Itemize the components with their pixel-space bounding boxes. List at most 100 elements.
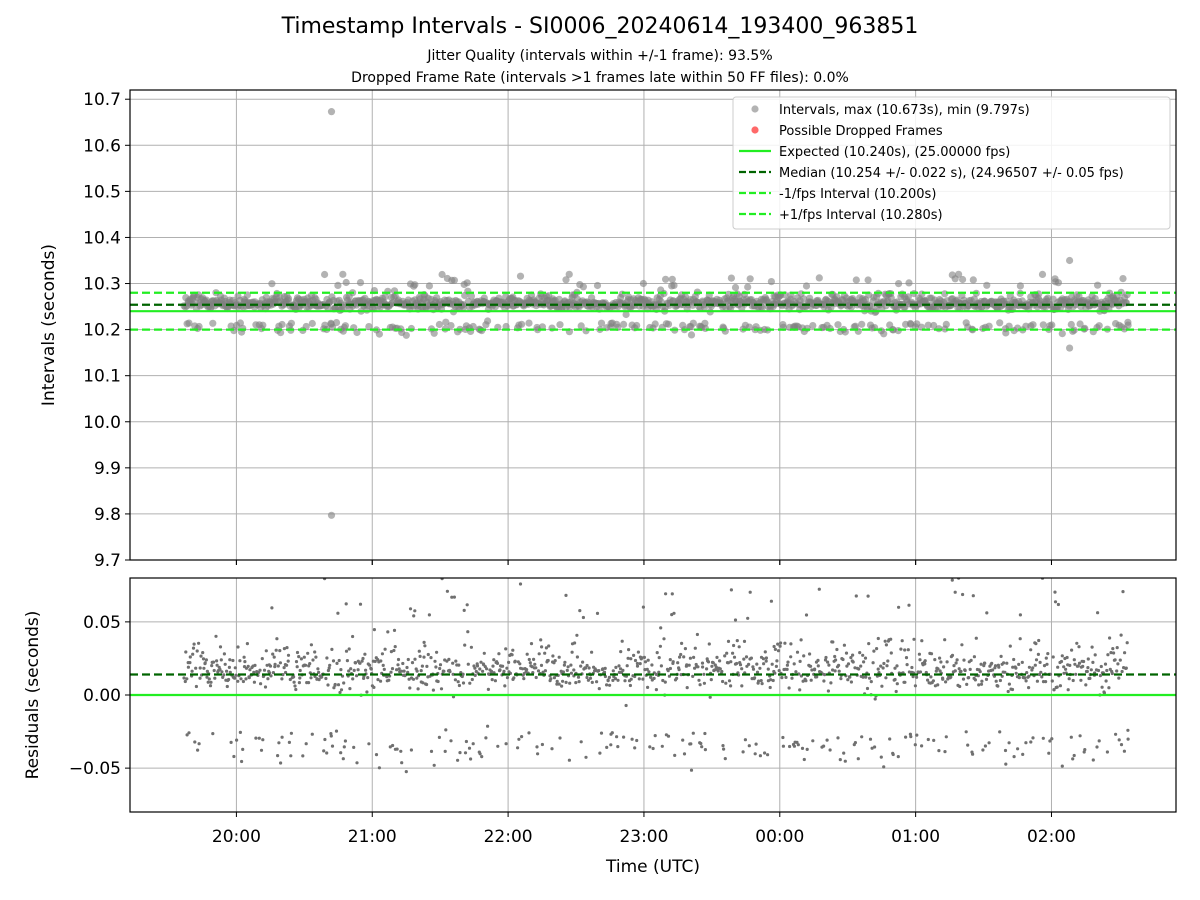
residual-point: [505, 666, 509, 670]
residual-point: [1111, 647, 1115, 651]
residual-point: [716, 669, 720, 673]
residual-point: [531, 671, 535, 675]
interval-point: [930, 321, 938, 330]
residual-point: [718, 659, 722, 663]
residual-point: [317, 670, 321, 675]
residual-point: [640, 656, 644, 660]
interval-point: [321, 270, 329, 279]
bot-x-tick-label-3: 23:00: [619, 827, 668, 847]
residual-point: [417, 649, 421, 653]
residual-point: [845, 664, 849, 668]
interval-point: [1124, 321, 1132, 329]
interval-outlier-3: [1065, 344, 1074, 352]
residual-point: [1025, 671, 1029, 675]
residual-point: [246, 664, 250, 669]
residual-point: [431, 688, 435, 692]
residual-point: [356, 668, 360, 672]
residual-point: [723, 654, 727, 658]
residual-point: [562, 663, 567, 667]
bot-x-tick-label-0: 20:00: [212, 827, 261, 847]
residual-point: [702, 672, 706, 676]
residual-point: [846, 662, 851, 666]
residual-point: [495, 661, 500, 666]
residual-point: [513, 659, 517, 663]
interval-point: [1095, 322, 1103, 330]
residual-point: [379, 659, 383, 663]
residual-point: [882, 765, 886, 769]
residual-point: [1051, 655, 1055, 659]
residual-point: [985, 611, 989, 615]
residual-point: [194, 666, 198, 670]
residual-point: [313, 650, 317, 654]
residual-point: [800, 746, 805, 751]
residual-point: [206, 680, 210, 684]
residual-point: [860, 735, 864, 739]
interval-point: [633, 321, 641, 330]
residual-point: [1050, 679, 1054, 683]
residual-point: [769, 678, 773, 682]
residual-point: [342, 745, 346, 749]
residual-point: [1105, 750, 1109, 754]
residual-point: [980, 679, 984, 683]
residual-point: [1034, 658, 1039, 662]
residual-point: [875, 647, 879, 651]
interval-point: [435, 320, 443, 329]
residual-point: [859, 664, 863, 668]
residual-point: [527, 657, 531, 662]
residual-point: [351, 677, 355, 681]
residual-point: [903, 648, 907, 652]
residual-point: [900, 639, 904, 643]
residual-point: [637, 677, 641, 681]
residual-point: [700, 745, 704, 749]
residual-point: [828, 748, 832, 752]
residual-point: [274, 648, 278, 652]
residual-point: [799, 638, 803, 642]
residual-point: [563, 660, 567, 664]
residual-point: [408, 686, 412, 690]
legend-marker-1: [751, 126, 759, 134]
residual-point: [493, 679, 497, 683]
residual-point: [584, 666, 588, 670]
residual-point: [1060, 764, 1064, 768]
residual-point: [457, 663, 461, 667]
residual-point: [406, 657, 410, 662]
chart-subtitle-jitter: Jitter Quality (intervals within +/-1 fr…: [427, 48, 773, 64]
bot-x-tick-label-4: 00:00: [755, 827, 804, 847]
residual-point: [595, 611, 600, 616]
residual-points: [182, 578, 1130, 774]
residual-point: [693, 646, 697, 650]
residual-point: [469, 645, 473, 649]
residual-point: [240, 759, 244, 764]
residual-point: [614, 665, 618, 670]
residual-point: [511, 648, 515, 652]
residual-point: [689, 742, 693, 746]
residual-point: [837, 669, 841, 673]
interval-point: [502, 322, 510, 331]
residual-point: [744, 655, 749, 659]
residual-point: [727, 679, 732, 683]
residual-point: [868, 676, 872, 680]
residual-point: [364, 668, 368, 672]
residual-point: [758, 666, 762, 670]
residual-point: [521, 667, 525, 671]
residual-point: [1053, 600, 1058, 604]
residual-point: [691, 674, 695, 679]
residual-point: [1002, 661, 1006, 665]
residual-point: [1110, 671, 1114, 676]
residual-point: [536, 752, 540, 756]
residual-point: [622, 735, 626, 739]
residual-point: [522, 672, 526, 676]
residual-point: [776, 649, 781, 653]
residual-point: [188, 661, 192, 665]
residual-point: [682, 655, 686, 659]
residual-point: [809, 678, 813, 682]
residual-point: [211, 660, 216, 664]
residual-point: [282, 647, 286, 651]
residual-point: [754, 742, 758, 746]
residual-point: [883, 639, 887, 643]
residual-point: [996, 684, 1000, 688]
residual-point: [352, 745, 356, 750]
residual-point: [512, 676, 516, 680]
residual-point: [214, 634, 218, 638]
residual-point: [415, 669, 419, 673]
